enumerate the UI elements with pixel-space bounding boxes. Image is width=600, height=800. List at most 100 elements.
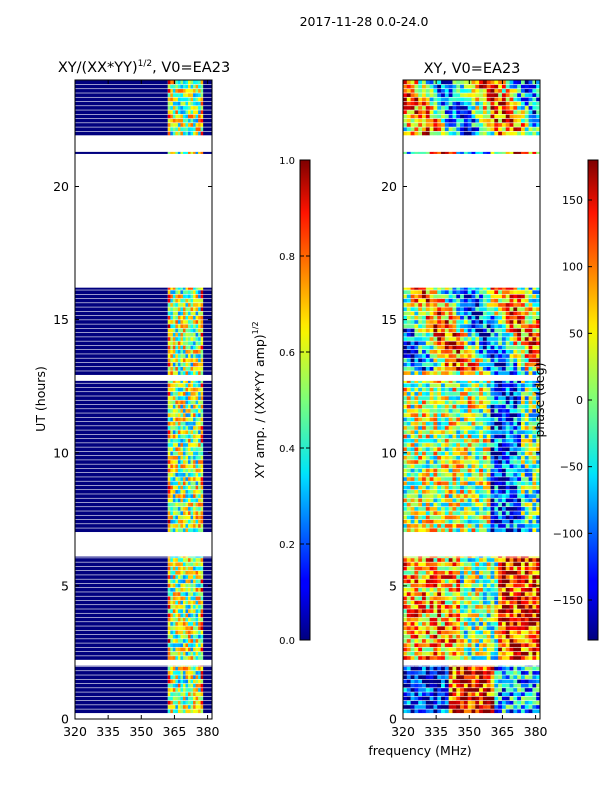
amp-cell xyxy=(193,362,196,367)
phase-cell xyxy=(509,341,514,346)
phase-cell xyxy=(403,617,408,622)
amp-cell xyxy=(167,123,171,127)
phase-cell xyxy=(471,617,476,622)
amp-cell xyxy=(185,387,189,392)
phase-cell xyxy=(448,362,453,367)
amp-low-row xyxy=(75,519,168,524)
phase-cell xyxy=(433,566,438,571)
phase-cell xyxy=(490,666,495,671)
phase-cell xyxy=(441,666,446,671)
amp-cell xyxy=(180,468,184,473)
phase-cell xyxy=(460,558,465,562)
phase-cell xyxy=(536,671,541,675)
phase-cell xyxy=(505,666,510,671)
phase-cell xyxy=(509,696,514,701)
phase-cell xyxy=(429,666,434,671)
amp-cell xyxy=(185,409,189,413)
amp-low-row xyxy=(75,324,168,329)
amp-low-row xyxy=(203,700,212,705)
phase-cell xyxy=(528,451,533,456)
phase-cell xyxy=(475,311,480,316)
phase-cell xyxy=(498,349,503,354)
phase-cell xyxy=(509,396,514,400)
amp-cell xyxy=(172,337,176,341)
amp-cell xyxy=(177,345,181,350)
phase-cell xyxy=(448,600,453,605)
phase-cell xyxy=(524,600,529,605)
phase-cell xyxy=(501,460,507,464)
phase-cell xyxy=(463,349,468,354)
phase-cell xyxy=(482,647,488,652)
phase-cell xyxy=(536,562,541,567)
phase-cell xyxy=(513,558,518,562)
amp-cell xyxy=(193,358,196,363)
phase-cell xyxy=(467,413,472,418)
phase-cell xyxy=(520,634,526,639)
amp-cell xyxy=(188,455,191,460)
phase-cell xyxy=(437,447,442,452)
phase-cell xyxy=(528,622,533,626)
phase-cell xyxy=(482,430,488,435)
phase-cell xyxy=(536,498,541,503)
phase-cell xyxy=(403,367,408,371)
phase-cell xyxy=(494,494,499,498)
amp-cell xyxy=(185,443,189,447)
phase-cell xyxy=(532,362,537,367)
phase-cell xyxy=(498,579,503,584)
phase-cell xyxy=(422,380,427,383)
phase-cell xyxy=(467,383,472,388)
phase-cell xyxy=(452,709,457,714)
amp-cell xyxy=(193,93,196,97)
amp-cell xyxy=(185,490,189,494)
phase-cell xyxy=(524,675,529,679)
phase-cell xyxy=(441,324,446,329)
phase-cell xyxy=(406,600,411,605)
phase-cell xyxy=(467,354,472,358)
phase-cell xyxy=(475,562,480,567)
amp-cell xyxy=(180,494,184,498)
amp-cell xyxy=(177,622,181,626)
phase-cell xyxy=(524,490,529,494)
amp-cell xyxy=(182,671,186,675)
amp-cell xyxy=(180,413,184,418)
phase-cell xyxy=(475,464,480,469)
phase-cell xyxy=(520,409,526,413)
amp-cell xyxy=(185,404,189,409)
phase-cell xyxy=(501,609,507,613)
amp-low-row xyxy=(75,89,168,93)
phase-cell xyxy=(482,511,488,515)
amp-cell xyxy=(180,558,184,562)
phase-cell xyxy=(490,311,495,316)
amp-cell xyxy=(195,562,199,567)
phase-cell xyxy=(444,438,449,443)
phase-cell xyxy=(456,626,461,631)
phase-cell xyxy=(513,502,518,507)
phase-cell xyxy=(482,630,488,635)
phase-cell xyxy=(410,524,415,528)
phase-cell xyxy=(490,367,495,371)
phase-cell xyxy=(498,651,503,656)
amp-low-row xyxy=(75,383,168,388)
phase-cell xyxy=(437,434,442,439)
phase-cell xyxy=(498,362,503,367)
amp-cell xyxy=(170,93,174,97)
amp-cell xyxy=(180,367,184,371)
left-panel: XY/(XX*YY)1/2, V0=EA23 320 335 350 365 38005… xyxy=(33,59,230,739)
phase-cell xyxy=(418,337,423,341)
phase-cell xyxy=(524,472,529,477)
phase-cell xyxy=(467,392,472,396)
phase-cell xyxy=(482,688,488,692)
phase-cell xyxy=(517,626,522,631)
phase-cell xyxy=(414,438,419,443)
amp-cell xyxy=(180,324,184,329)
phase-cell xyxy=(452,665,457,667)
amp-cell xyxy=(167,570,171,575)
phase-cell xyxy=(528,371,533,375)
phase-cell xyxy=(463,311,468,316)
amp-cell xyxy=(185,328,189,333)
phase-cell xyxy=(444,579,449,584)
amp-cell xyxy=(175,468,179,473)
amp-cell xyxy=(188,562,191,567)
phase-cell xyxy=(452,481,457,486)
phase-cell xyxy=(422,477,427,481)
